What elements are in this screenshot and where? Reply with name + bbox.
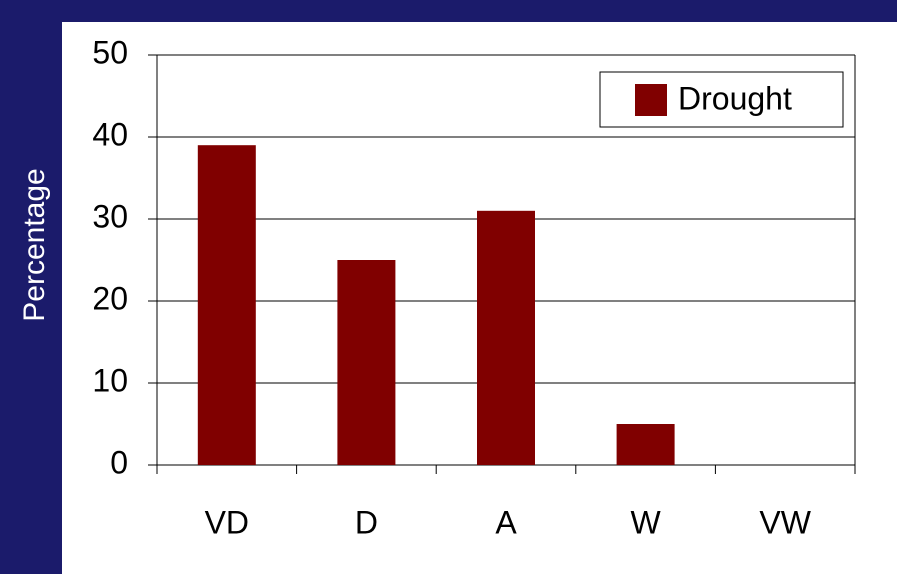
bar [337,260,396,465]
x-tick-label: A [495,504,517,540]
bar [197,145,256,465]
y-tick-label: 20 [92,280,128,316]
y-axis-label: Percentage [18,168,51,321]
x-tick-label: VW [759,504,811,540]
y-tick-label: 10 [92,362,128,398]
bar [477,210,535,465]
legend-swatch [635,84,667,116]
x-tick-label: W [630,504,661,540]
y-tick-label: 0 [110,444,128,480]
y-tick-label: 40 [92,116,128,152]
legend-label: Drought [678,80,792,116]
bar [616,424,675,465]
x-tick-label: D [355,504,378,540]
y-tick-label: 30 [92,198,128,234]
y-tick-label: 50 [92,34,128,70]
x-tick-label: VD [205,504,249,540]
